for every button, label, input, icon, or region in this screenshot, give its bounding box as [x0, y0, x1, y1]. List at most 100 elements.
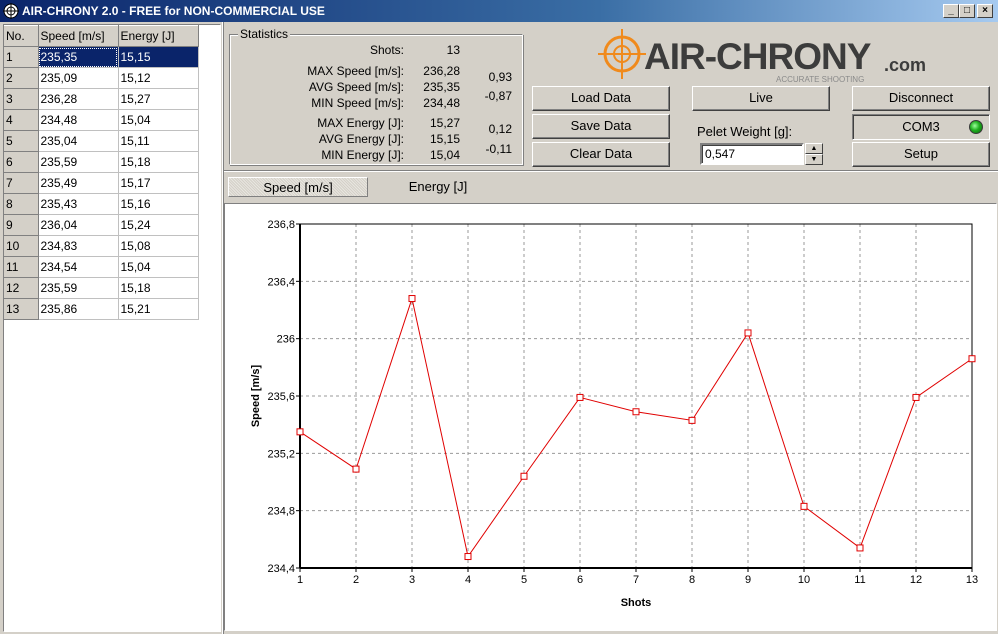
energy-cell[interactable]: 15,27 — [118, 88, 199, 110]
table-header-row: No. Speed [m/s] Energy [J] — [4, 25, 199, 47]
energy-cell[interactable]: 15,16 — [118, 193, 199, 215]
row-number-cell[interactable]: 3 — [4, 88, 39, 110]
speed-cell[interactable]: 234,54 — [38, 256, 119, 278]
speed-cell[interactable]: 234,48 — [38, 109, 119, 131]
app-crosshair-icon — [3, 3, 19, 19]
data-point-marker — [800, 502, 808, 510]
logo-text: AIR-CHRONY — [644, 36, 872, 77]
speed-cell[interactable]: 235,43 — [38, 193, 119, 215]
data-point-marker — [632, 408, 640, 416]
pellet-weight-label: Pelet Weight [g]: — [697, 124, 793, 139]
pellet-weight-input[interactable] — [700, 143, 804, 165]
table-row[interactable]: 12 235,59 15,18 — [4, 277, 199, 299]
table-row[interactable]: 5 235,04 15,11 — [4, 130, 199, 152]
energy-cell[interactable]: 15,12 — [118, 67, 199, 89]
load-data-button[interactable]: Load Data — [532, 86, 670, 111]
avg-energy-value: 15,15 — [429, 132, 460, 146]
energy-cell[interactable]: 15,18 — [118, 151, 199, 173]
table-row[interactable]: 7 235,49 15,17 — [4, 172, 199, 194]
energy-cell[interactable]: 15,24 — [118, 214, 199, 236]
energy-cell[interactable]: 15,15 — [118, 46, 199, 68]
row-number-cell[interactable]: 12 — [4, 277, 39, 299]
tab-energy[interactable]: Energy [J] — [408, 179, 468, 194]
max-energy-label: MAX Energy [J]: — [317, 116, 404, 130]
max-speed-label: MAX Speed [m/s]: — [307, 64, 404, 78]
column-header-no[interactable]: No. — [4, 25, 39, 47]
table-row[interactable]: 11 234,54 15,04 — [4, 256, 199, 278]
speed-cell[interactable]: 236,28 — [38, 88, 119, 110]
y-tick-label: 235,6 — [267, 391, 295, 403]
x-tick-label: 8 — [689, 574, 695, 586]
y-tick-label: 236 — [277, 334, 295, 346]
row-number-cell[interactable]: 4 — [4, 109, 39, 131]
row-number-cell[interactable]: 6 — [4, 151, 39, 173]
row-number-cell[interactable]: 11 — [4, 256, 39, 278]
maximize-button[interactable]: □ — [959, 4, 975, 18]
energy-cell[interactable]: 15,21 — [118, 298, 199, 320]
com-port-status: COM3 — [852, 114, 990, 140]
row-number-cell[interactable]: 9 — [4, 214, 39, 236]
speed-chart-panel: 234,4 234,8 235,2 235,6 236 236,4 236,8 1 2 3 4 5 6 7… — [224, 203, 997, 631]
horizontal-divider — [224, 170, 998, 172]
y-tick-label: 234,4 — [267, 563, 295, 575]
energy-cell[interactable]: 15,04 — [118, 109, 199, 131]
energy-cell[interactable]: 15,11 — [118, 130, 199, 152]
table-row[interactable]: 13 235,86 15,21 — [4, 298, 199, 320]
speed-cell[interactable]: 235,04 — [38, 130, 119, 152]
table-row[interactable]: 2 235,09 15,12 — [4, 67, 199, 89]
speed-cell[interactable]: 235,59 — [38, 151, 119, 173]
energy-cell[interactable]: 15,04 — [118, 256, 199, 278]
speed-cell[interactable]: 234,83 — [38, 235, 119, 257]
close-button[interactable]: × — [977, 4, 993, 18]
x-axis-title: Shots — [621, 597, 652, 609]
x-tick-label: 1 — [297, 574, 303, 586]
x-tick-label: 5 — [521, 574, 527, 586]
row-number-cell[interactable]: 1 — [4, 46, 39, 68]
column-header-speed[interactable]: Speed [m/s] — [38, 25, 119, 47]
row-number-cell[interactable]: 8 — [4, 193, 39, 215]
data-point-marker — [408, 295, 416, 303]
energy-cell[interactable]: 15,18 — [118, 277, 199, 299]
row-number-cell[interactable]: 5 — [4, 130, 39, 152]
live-button[interactable]: Live — [692, 86, 830, 111]
row-number-cell[interactable]: 7 — [4, 172, 39, 194]
data-point-marker — [856, 544, 864, 552]
table-row[interactable]: 10 234,83 15,08 — [4, 235, 199, 257]
minimize-button[interactable]: _ — [943, 4, 959, 18]
column-header-energy[interactable]: Energy [J] — [118, 25, 199, 47]
spin-down-icon[interactable]: ▼ — [805, 154, 823, 165]
x-tick-label: 11 — [854, 574, 865, 586]
data-point-marker — [688, 416, 696, 424]
table-row[interactable]: 9 236,04 15,24 — [4, 214, 199, 236]
setup-button[interactable]: Setup — [852, 142, 990, 167]
speed-cell[interactable]: 235,59 — [38, 277, 119, 299]
table-row[interactable]: 6 235,59 15,18 — [4, 151, 199, 173]
speed-cell[interactable]: 235,49 — [38, 172, 119, 194]
data-point-marker — [576, 393, 584, 401]
x-tick-label: 2 — [353, 574, 359, 586]
table-row[interactable]: 3 236,28 15,27 — [4, 88, 199, 110]
table-row[interactable]: 4 234,48 15,04 — [4, 109, 199, 131]
row-number-cell[interactable]: 2 — [4, 67, 39, 89]
energy-cell[interactable]: 15,08 — [118, 235, 199, 257]
energy-cell[interactable]: 15,17 — [118, 172, 199, 194]
row-number-cell[interactable]: 13 — [4, 298, 39, 320]
shots-table[interactable]: No. Speed [m/s] Energy [J] 1 235,35 15,15 2… — [3, 24, 221, 632]
speed-cell[interactable]: 235,35 — [38, 46, 119, 68]
max-speed-value: 236,28 — [423, 64, 460, 78]
speed-cell[interactable]: 235,86 — [38, 298, 119, 320]
data-point-marker — [352, 465, 360, 473]
spin-up-icon[interactable]: ▲ — [805, 143, 823, 154]
speed-cell[interactable]: 236,04 — [38, 214, 119, 236]
vertical-splitter[interactable] — [222, 22, 224, 634]
x-tick-label: 9 — [745, 574, 751, 586]
table-row[interactable]: 1 235,35 15,15 — [4, 46, 199, 68]
x-tick-label: 4 — [465, 574, 471, 586]
speed-cell[interactable]: 235,09 — [38, 67, 119, 89]
save-data-button[interactable]: Save Data — [532, 114, 670, 139]
clear-data-button[interactable]: Clear Data — [532, 142, 670, 167]
tab-speed[interactable]: Speed [m/s] — [228, 177, 368, 197]
row-number-cell[interactable]: 10 — [4, 235, 39, 257]
disconnect-button[interactable]: Disconnect — [852, 86, 990, 111]
table-row[interactable]: 8 235,43 15,16 — [4, 193, 199, 215]
